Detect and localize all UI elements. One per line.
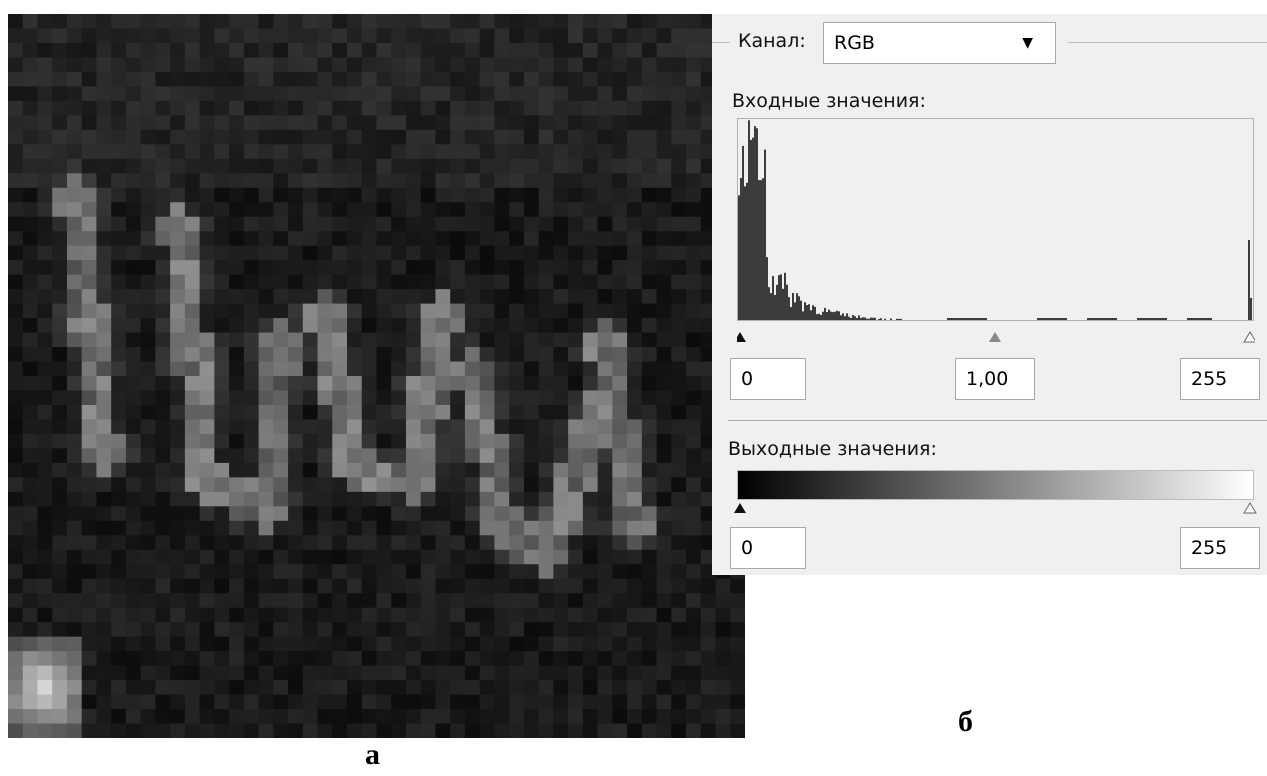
- group-line: [712, 42, 730, 43]
- channel-value: RGB: [834, 32, 875, 54]
- channel-label: Канал:: [738, 30, 806, 52]
- caption-right: б: [958, 705, 973, 738]
- histogram-frame: [737, 118, 1254, 321]
- levels-panel: Канал: RGB ▼ Входные значения: 0 1,00 255…: [712, 14, 1267, 575]
- histogram-bars: [738, 120, 1252, 320]
- gamma-slider[interactable]: [989, 332, 1001, 342]
- output-gradient: [737, 470, 1254, 500]
- dropdown-arrow: ▼: [1022, 35, 1033, 51]
- input-gamma[interactable]: 1,00: [955, 358, 1035, 400]
- group-line: [1068, 42, 1267, 43]
- channel-dropdown[interactable]: RGB ▼: [823, 22, 1056, 64]
- black-slider[interactable]: [734, 503, 746, 513]
- pixels: [8, 14, 745, 738]
- caption-left: а: [365, 738, 380, 771]
- output-black[interactable]: 0: [730, 527, 806, 569]
- pixel-image: [8, 14, 745, 738]
- black-slider[interactable]: [737, 332, 746, 342]
- input-white[interactable]: 255: [1180, 358, 1260, 400]
- separator: [728, 420, 1267, 421]
- output-white[interactable]: 255: [1180, 527, 1260, 569]
- input-black[interactable]: 0: [730, 358, 806, 400]
- histogram: [737, 118, 1255, 343]
- white-slider[interactable]: [1243, 502, 1257, 514]
- histogram-path: [738, 120, 1252, 320]
- output-sliders: [734, 502, 1257, 514]
- output-label: Выходные значения:: [728, 438, 937, 460]
- input-label: Входные значения:: [732, 90, 926, 112]
- white-slider[interactable]: [1243, 331, 1255, 343]
